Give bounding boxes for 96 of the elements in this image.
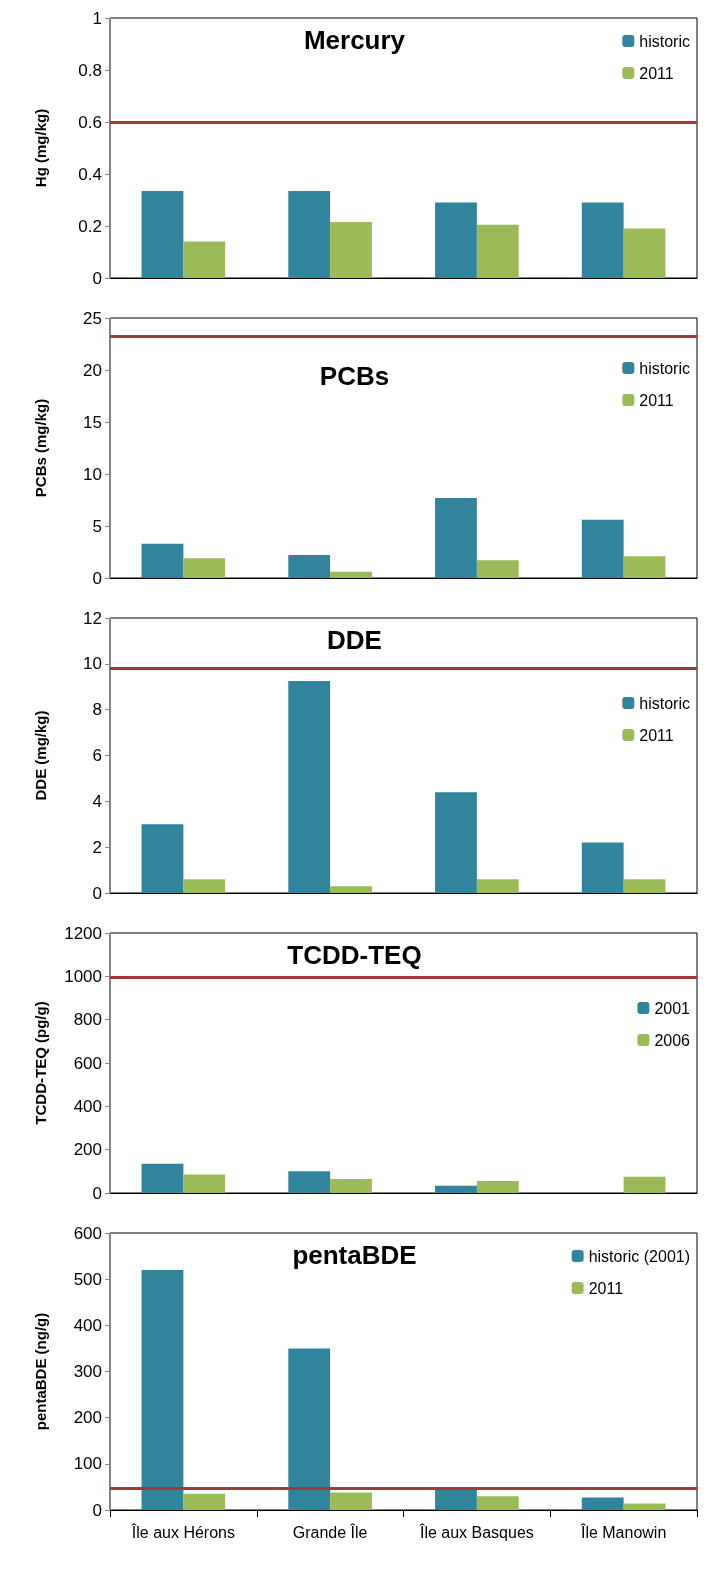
y-axis-title: TCDD-TEQ (pg/g) xyxy=(32,1001,49,1125)
bar xyxy=(476,1496,519,1510)
bar xyxy=(141,1269,184,1510)
bar xyxy=(330,1178,372,1193)
bar xyxy=(141,824,184,893)
y-tick-label: 6 xyxy=(92,746,102,765)
y-tick-label: 200 xyxy=(73,1408,102,1428)
bar xyxy=(288,190,331,278)
legend-label: 2001 xyxy=(654,999,691,1017)
y-tick-label: 0.2 xyxy=(78,216,102,236)
bar xyxy=(141,190,184,278)
y-tick-label: 0.6 xyxy=(78,112,102,132)
bar xyxy=(435,1185,477,1193)
legend-label: historic xyxy=(639,32,691,50)
y-axis-title: DDE (mg/kg) xyxy=(32,710,49,801)
bar xyxy=(435,202,477,278)
bar xyxy=(476,1181,519,1193)
y-axis-title: PCBs (mg/kg) xyxy=(32,398,49,498)
y-tick-label: 2 xyxy=(92,837,102,857)
bar xyxy=(581,842,624,893)
y-tick-label: 400 xyxy=(73,1096,102,1116)
legend-label: 2011 xyxy=(639,726,674,744)
x-tick-label: Île aux Basques xyxy=(418,1522,534,1541)
bar xyxy=(581,1497,624,1510)
y-tick-label: 600 xyxy=(73,1053,102,1073)
chart-title: pentaBDE xyxy=(292,1240,417,1270)
bar xyxy=(623,1176,666,1193)
bar xyxy=(183,1174,226,1193)
y-tick-label: 4 xyxy=(92,791,102,811)
bar xyxy=(288,681,331,893)
x-tick-label: Île aux Hérons xyxy=(130,1522,235,1541)
bar xyxy=(183,1493,226,1510)
y-tick-label: 800 xyxy=(73,1010,102,1030)
chart-title: DDE xyxy=(327,625,382,655)
bar xyxy=(581,519,624,578)
bar xyxy=(183,879,226,893)
y-tick-label: 8 xyxy=(92,700,102,720)
bar xyxy=(623,556,666,578)
bar xyxy=(183,241,226,278)
x-tick-label: Île Manowin xyxy=(579,1522,667,1541)
bar xyxy=(623,1503,666,1510)
bar xyxy=(288,1348,331,1510)
bar xyxy=(476,879,519,893)
y-tick-label: 1000 xyxy=(64,966,102,986)
bar xyxy=(476,560,519,578)
bar xyxy=(476,224,519,278)
legend-label: 2011 xyxy=(639,64,674,82)
y-tick-label: 25 xyxy=(83,308,102,328)
y-tick-label: 15 xyxy=(83,412,102,432)
y-tick-label: 200 xyxy=(73,1140,102,1160)
bar xyxy=(623,879,666,893)
y-tick-label: 1 xyxy=(92,8,102,28)
legend-label: 2011 xyxy=(588,1279,624,1297)
legend-label: historic (2001) xyxy=(588,1247,690,1265)
y-axis-title: Hg (mg/kg) xyxy=(32,108,49,188)
legend-label: 2006 xyxy=(654,1031,691,1049)
x-tick-label: Grande Île xyxy=(292,1522,368,1541)
y-tick-label: 0.8 xyxy=(78,60,102,80)
y-tick-label: 400 xyxy=(73,1315,102,1335)
y-tick-label: 0 xyxy=(92,1183,102,1203)
legend-label: 2011 xyxy=(639,391,674,409)
bar xyxy=(435,497,477,578)
y-tick-label: 0 xyxy=(92,568,102,588)
bar xyxy=(581,202,624,278)
chart-title: TCDD-TEQ xyxy=(287,940,422,970)
bar xyxy=(183,558,226,578)
chart-title: Mercury xyxy=(303,25,406,55)
bar xyxy=(288,555,331,578)
y-tick-label: 10 xyxy=(83,654,102,674)
y-tick-label: 1200 xyxy=(64,923,102,943)
y-axis-title: pentaBDE (ng/g) xyxy=(32,1312,49,1431)
bar xyxy=(435,792,477,893)
legend-label: historic xyxy=(639,359,691,377)
bar xyxy=(330,886,372,893)
text: PCBs xyxy=(319,361,390,391)
y-tick-label: 20 xyxy=(83,360,102,380)
bar xyxy=(435,1489,477,1510)
y-tick-label: 600 xyxy=(73,1223,102,1243)
y-tick-label: 0 xyxy=(92,268,102,288)
y-tick-label: 500 xyxy=(73,1269,102,1289)
y-tick-label: 12 xyxy=(83,608,102,628)
bar xyxy=(141,543,184,578)
bar xyxy=(288,1171,331,1193)
legend-label: historic xyxy=(639,694,691,712)
y-tick-label: 0 xyxy=(92,1500,102,1520)
y-tick-label: 300 xyxy=(73,1362,102,1381)
y-tick-label: 5 xyxy=(92,516,102,536)
y-tick-label: 10 xyxy=(83,464,102,484)
bar xyxy=(330,571,372,578)
y-tick-label: 100 xyxy=(73,1454,102,1474)
y-tick-label: 0 xyxy=(92,883,102,903)
bar xyxy=(330,222,372,278)
bar xyxy=(330,1492,372,1510)
bar xyxy=(623,228,666,278)
bar xyxy=(141,1163,184,1193)
y-tick-label: 0.4 xyxy=(78,164,102,184)
